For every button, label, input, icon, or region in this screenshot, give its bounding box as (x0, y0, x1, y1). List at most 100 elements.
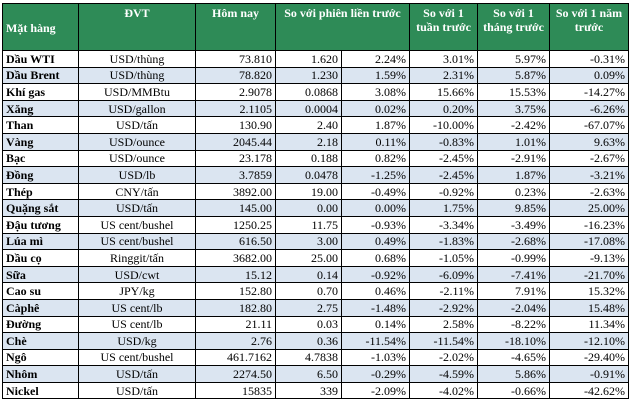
value-cell: -0.49% (341, 182, 410, 201)
value-cell: -0.91% (549, 365, 629, 383)
header-cell: Hôm nay (195, 3, 276, 51)
value-cell: 7.91% (477, 282, 550, 300)
value-cell: 3.00 (275, 232, 342, 251)
unit-cell: US cent/lb (78, 315, 196, 334)
commodity-cell: Nhôm (2, 365, 79, 383)
table-row: Nhôm USD/tấn 2274.50 6.50 -0.29% -4.59% 5.86% -… (2, 365, 629, 383)
value-cell: 339 (275, 381, 342, 400)
value-cell: -4.02% (409, 381, 478, 400)
commodity-cell: Đồng (2, 166, 79, 184)
value-cell: 1.87% (341, 116, 410, 134)
unit-cell: US cent/bushel (78, 232, 196, 251)
value-cell: -2.45% (409, 149, 478, 168)
value-cell: 0.14 (275, 265, 342, 284)
value-cell: -3.49% (477, 215, 550, 234)
value-cell: 5.87% (477, 66, 550, 85)
value-cell: -2.68% (477, 232, 550, 251)
commodity-cell: Ngô (2, 348, 79, 367)
commodity-cell: Vàng (2, 132, 79, 151)
unit-cell: US cent/lb (78, 298, 196, 317)
price-table: Mặt hàng ĐVT Hôm nay So với phiên liền trướ… (2, 3, 629, 400)
value-cell: -17.08% (549, 232, 629, 251)
commodity-cell: Quặng sắt (2, 199, 79, 217)
commodity-cell: Nickel (2, 381, 79, 400)
value-cell: 6.50 (275, 365, 342, 383)
value-cell: 3.75% (477, 99, 550, 118)
commodity-cell: Dầu Brent (2, 66, 79, 85)
value-cell: 0.36 (275, 332, 342, 350)
value-cell: -0.66% (477, 381, 550, 400)
unit-cell: USD/lb (78, 166, 196, 184)
commodity-cell: Đậu tương (2, 215, 79, 234)
unit-cell: USD/tấn (78, 381, 196, 400)
value-cell: 23.178 (195, 149, 276, 168)
value-cell: 1250.25 (195, 215, 276, 234)
value-cell: 0.14% (341, 315, 410, 334)
unit-cell: US cent/bushel (78, 348, 196, 367)
table-row: Bạc USD/ounce 23.178 0.188 0.82% -2.45% -2.91%… (2, 149, 629, 168)
value-cell: -21.70% (549, 265, 629, 284)
table-row: Dầu WTI USD/thùng 73.810 1.620 2.24% 3.01% 5.9… (2, 50, 629, 68)
unit-cell: USD/tấn (78, 199, 196, 217)
value-cell: 3682.00 (195, 249, 276, 267)
header-cell: So với 1 năm trước (549, 3, 629, 51)
value-cell: -4.59% (409, 365, 478, 383)
commodity-cell: Bạc (2, 149, 79, 168)
value-cell: 3892.00 (195, 182, 276, 201)
header-cell: So với 1 tuần trước (409, 3, 478, 51)
commodity-cell: Xăng (2, 99, 79, 118)
value-cell: 2.9078 (195, 83, 276, 101)
value-cell: 2274.50 (195, 365, 276, 383)
value-cell: -2.63% (549, 182, 629, 201)
value-cell: -12.10% (549, 332, 629, 350)
value-cell: 2.75 (275, 298, 342, 317)
value-cell: -11.54% (409, 332, 478, 350)
value-cell: 73.810 (195, 50, 276, 68)
commodity-cell: Chè (2, 332, 79, 350)
unit-cell: USD/tấn (78, 116, 196, 134)
table-row: Xăng USD/gallon 2.1105 0.0004 0.02% 0.20% 3.75… (2, 99, 629, 118)
table-row: Chè USD/kg 2.76 0.36 -11.54% -11.54% -18.10% -1… (2, 332, 629, 350)
commodity-cell: Thép (2, 182, 79, 201)
unit-cell: USD/MMBtu (78, 83, 196, 101)
value-cell: -2.42% (477, 116, 550, 134)
value-cell: 2.31% (409, 66, 478, 85)
table-row: Cao su JPY/kg 152.80 0.70 0.46% -2.11% 7.91% 15… (2, 282, 629, 300)
value-cell: 2.76 (195, 332, 276, 350)
value-cell: 0.11% (341, 132, 410, 151)
unit-cell: USD/ounce (78, 149, 196, 168)
value-cell: -0.92% (341, 265, 410, 284)
value-cell: 4.7838 (275, 348, 342, 367)
value-cell: 15.66% (409, 83, 478, 101)
header-cell: ĐVT (78, 3, 196, 51)
header-row: Mặt hàng ĐVT Hôm nay So với phiên liền trướ… (2, 3, 629, 51)
unit-cell: CNY/tấn (78, 182, 196, 201)
value-cell: 0.70 (275, 282, 342, 300)
value-cell: -14.27% (549, 83, 629, 101)
value-cell: 2.1105 (195, 99, 276, 118)
value-cell: -2.91% (477, 149, 550, 168)
value-cell: -42.62% (549, 381, 629, 400)
value-cell: 5.97% (477, 50, 550, 68)
value-cell: 0.68% (341, 249, 410, 267)
value-cell: 1.01% (477, 132, 550, 151)
value-cell: -2.92% (409, 298, 478, 317)
commodity-cell: Càphê (2, 298, 79, 317)
unit-cell: USD/cwt (78, 265, 196, 284)
unit-cell: USD/thùng (78, 66, 196, 85)
value-cell: 0.09% (549, 66, 629, 85)
unit-cell: Ringgit/tấn (78, 249, 196, 267)
table-row: Dầu Brent USD/thùng 78.820 1.230 1.59% 2.31% 5… (2, 66, 629, 85)
unit-cell: US cent/bushel (78, 215, 196, 234)
commodity-cell: Than (2, 116, 79, 134)
value-cell: 3.7859 (195, 166, 276, 184)
value-cell: 25.00 (275, 249, 342, 267)
table-row: Đậu tương US cent/bushel 1250.25 11.75 -0.93… (2, 215, 629, 234)
value-cell: 1.87% (477, 166, 550, 184)
value-cell: 11.75 (275, 215, 342, 234)
value-cell: -2.67% (549, 149, 629, 168)
unit-cell: USD/thùng (78, 50, 196, 68)
value-cell: 0.82% (341, 149, 410, 168)
value-cell: -29.40% (549, 348, 629, 367)
value-cell: -4.65% (477, 348, 550, 367)
